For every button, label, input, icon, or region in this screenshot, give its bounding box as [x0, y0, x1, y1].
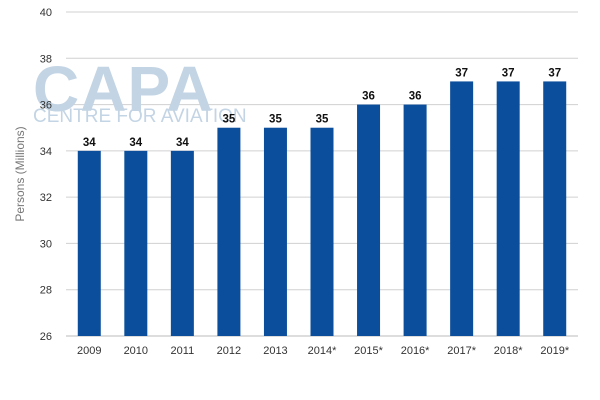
bar-2009	[77, 150, 101, 336]
bar-2016-est	[403, 104, 427, 336]
x-tick-label: 2012	[217, 345, 241, 357]
y-tick-label: 28	[40, 285, 52, 297]
bar-2011	[170, 150, 194, 336]
watermark-logo: CAPA	[33, 53, 214, 125]
y-tick-label: 38	[40, 53, 52, 65]
data-label: 37	[502, 67, 515, 79]
bar-2018-est	[496, 81, 520, 336]
data-label: 36	[409, 91, 422, 103]
bar-2014-est	[310, 127, 334, 336]
y-axis-ticks: 26 28 30 32 34 36 38 40	[40, 7, 52, 343]
bar-2017-est	[450, 81, 474, 336]
data-label: 35	[269, 114, 282, 126]
data-label: 35	[316, 114, 329, 126]
x-tick-label: 2019*	[540, 345, 569, 357]
y-tick-label: 40	[40, 7, 52, 19]
capa-watermark: CAPA CENTRE FOR AVIATION	[33, 53, 247, 127]
data-label: 34	[129, 137, 142, 149]
x-tick-label: 2011	[171, 345, 195, 357]
x-tick-label: 2014*	[308, 345, 337, 357]
bar-2013	[263, 127, 287, 336]
bar-2015-est	[357, 104, 381, 336]
y-tick-label: 32	[40, 192, 52, 204]
bar-2010	[124, 150, 148, 336]
data-labels: 34 34 34 35 35 35 36 36 37 37 37	[83, 67, 561, 148]
x-tick-label: 2009	[77, 345, 101, 357]
x-tick-label: 2018*	[494, 345, 523, 357]
bars	[77, 81, 567, 336]
watermark-tagline: CENTRE FOR AVIATION	[33, 106, 247, 127]
x-tick-label: 2017*	[447, 345, 476, 357]
y-tick-label: 26	[40, 331, 52, 343]
data-label: 37	[455, 67, 468, 79]
x-tick-label: 2016*	[401, 345, 430, 357]
y-tick-label: 36	[40, 100, 52, 112]
bar-2012	[217, 127, 241, 336]
data-label: 36	[362, 91, 375, 103]
y-tick-label: 30	[40, 238, 52, 250]
data-label: 34	[176, 137, 189, 149]
x-tick-label: 2010	[124, 345, 148, 357]
x-tick-label: 2013	[263, 345, 287, 357]
y-tick-label: 34	[40, 146, 52, 158]
data-label: 35	[223, 114, 236, 126]
x-tick-label: 2015*	[354, 345, 383, 357]
x-axis-ticks: 2009 2010 2011 2012 2013 2014* 2015* 2016* 2017*…	[77, 345, 570, 357]
y-axis-label: Persons (Millions)	[13, 126, 27, 221]
data-label: 34	[83, 137, 96, 149]
data-label: 37	[548, 67, 561, 79]
bar-2019-est	[543, 81, 567, 336]
